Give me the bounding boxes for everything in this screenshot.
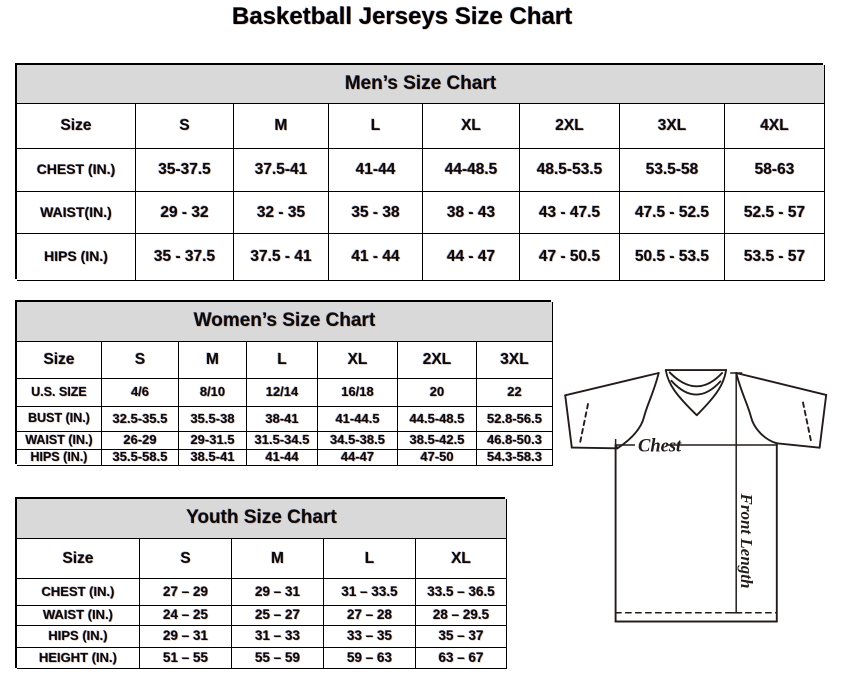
svg-text:Front Length: Front Length <box>737 493 756 589</box>
svg-text:Chest: Chest <box>638 437 682 457</box>
